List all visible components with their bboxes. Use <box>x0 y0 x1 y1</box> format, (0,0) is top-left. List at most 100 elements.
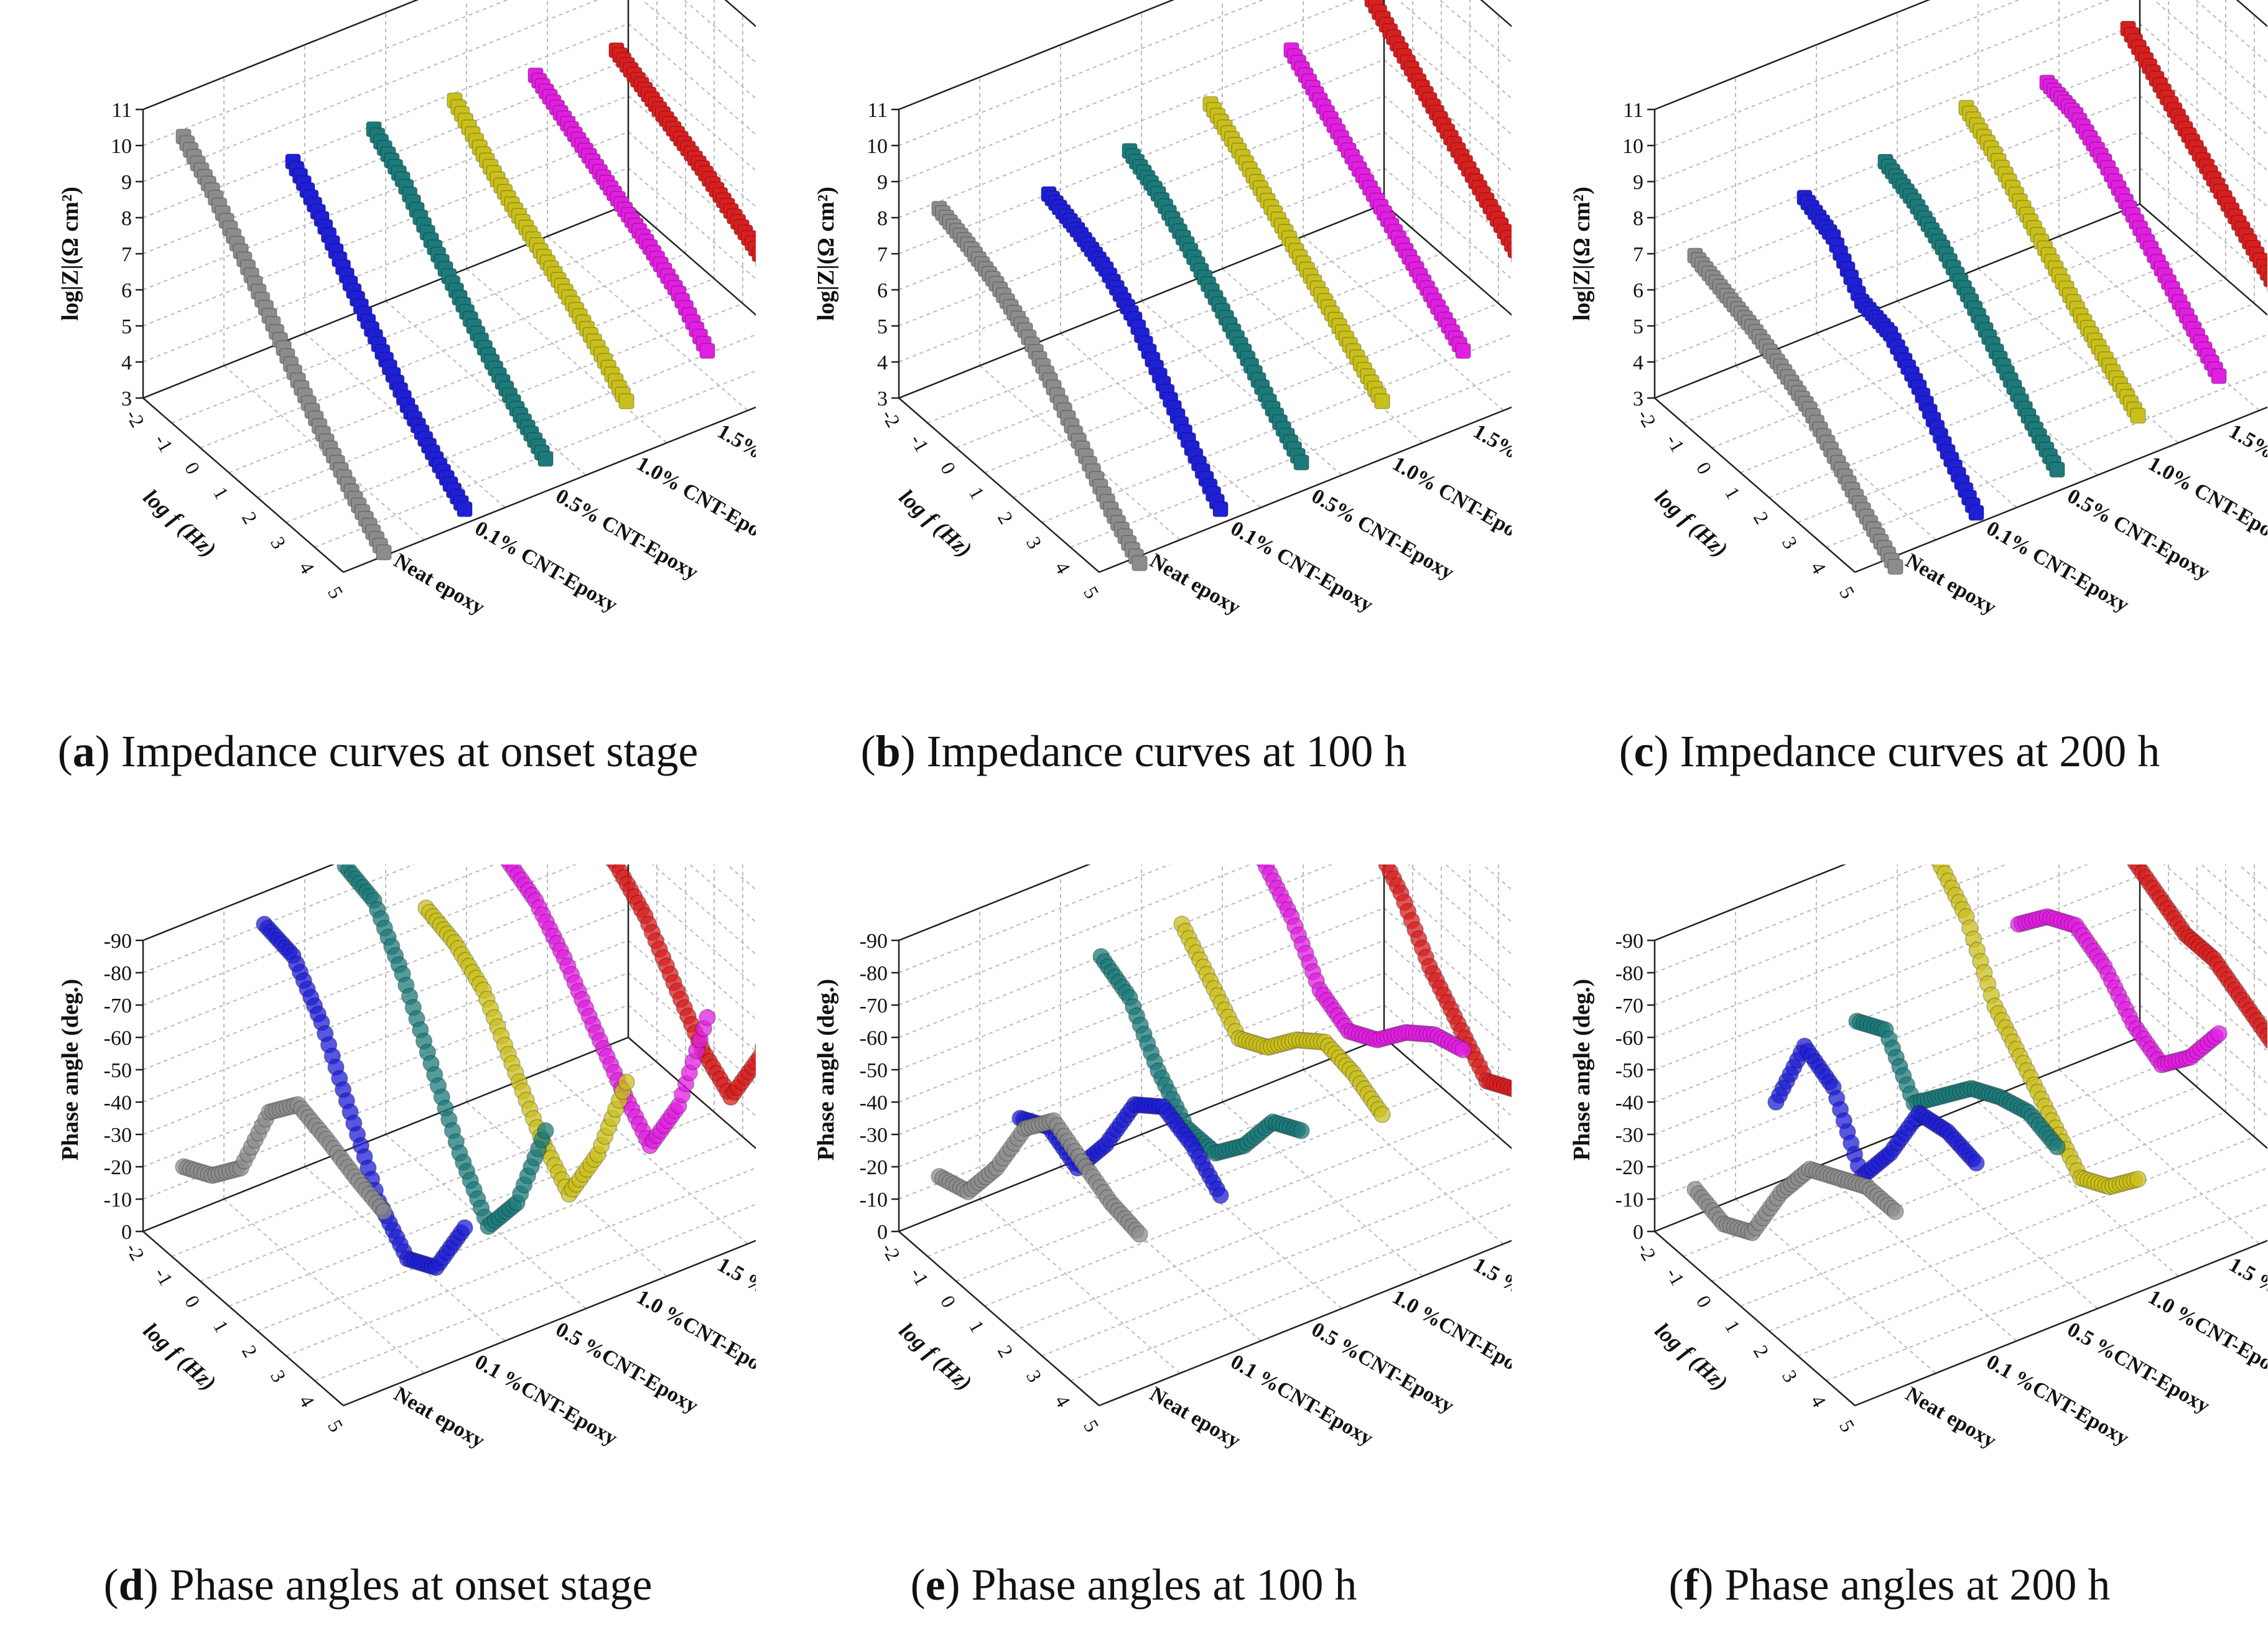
x-tick-label: 5 <box>323 1416 348 1436</box>
x-tick-label: 5 <box>323 583 348 603</box>
x-tick-label: -1 <box>150 1264 178 1289</box>
back-wall-gridline <box>142 972 629 1167</box>
series-label: 0.1 %CNT-Epoxy <box>1227 1350 1377 1450</box>
data-point <box>1293 1122 1310 1139</box>
z-tick-label: -40 <box>1615 1092 1643 1115</box>
data-point <box>699 343 715 359</box>
series-3 <box>1958 100 2146 424</box>
series-4 <box>2039 75 2227 384</box>
z-tick-label: -90 <box>860 930 888 953</box>
back-wall-gridline <box>142 1004 629 1200</box>
x-tick-label: 4 <box>1051 558 1075 578</box>
z-tick-label: -20 <box>1615 1156 1643 1179</box>
series-label: Neat epoxy <box>1146 549 1244 619</box>
x-tick-label: 1 <box>1721 483 1745 503</box>
data-point <box>1507 242 1512 259</box>
axis-edge <box>1383 1037 1512 1149</box>
z-tick-label: -70 <box>1615 994 1643 1017</box>
z-tick-label: 9 <box>121 171 132 194</box>
axis-edge <box>142 1036 629 1233</box>
axis-edge <box>1099 406 1512 573</box>
x-tick-label: 0 <box>936 1292 960 1312</box>
data-point <box>457 501 473 517</box>
side-wall-gridline <box>1383 203 1512 316</box>
floor-gridline <box>1070 1203 1512 1381</box>
series-5 <box>2127 864 2267 1049</box>
x-tick-label: 2 <box>993 1342 1018 1361</box>
axis-edge <box>898 397 1100 573</box>
axis-edge <box>1654 1231 1856 1406</box>
data-point <box>1455 343 1471 359</box>
caption-d: (d) Phase angles at onset stage <box>103 1560 653 1610</box>
z-tick-label: -60 <box>104 1027 132 1050</box>
caption-text-f: Phase angles at 200 h <box>1724 1560 2111 1610</box>
floor-gridline <box>1816 1166 2017 1342</box>
x-tick-label: 5 <box>1079 583 1104 603</box>
caption-letter-c: c <box>1634 726 1654 776</box>
back-wall-gridline <box>898 864 1252 1006</box>
data-series <box>175 864 756 1276</box>
series-3 <box>1173 915 1391 1123</box>
x-tick-label: 3 <box>1022 533 1046 553</box>
data-point <box>618 1073 635 1091</box>
z-axis-label: Phase angle (deg.) <box>813 979 839 1161</box>
x-axis-label: log f (Hz) <box>139 1318 221 1396</box>
series-label: Neat epoxy <box>390 1383 488 1453</box>
caption-letter-f: f <box>1683 1560 1699 1610</box>
data-point <box>751 246 756 262</box>
x-tick-label: 5 <box>1835 1416 1859 1436</box>
caption-text-d: Phase angles at onset stage <box>169 1560 653 1610</box>
floor-gridline <box>2058 1069 2260 1245</box>
z-tick-label: 11 <box>867 99 888 122</box>
z-tick-label: -50 <box>104 1059 132 1082</box>
series-1 <box>1796 190 1984 521</box>
x-tick-label: 0 <box>936 458 960 478</box>
axis-edge <box>2236 0 2267 27</box>
axis-edge <box>1654 203 2140 399</box>
data-series <box>1686 864 2267 1241</box>
z-axis-label: log|Z|(Ω cm²) <box>813 187 839 321</box>
series-0 <box>1686 1161 1904 1241</box>
z-axis-label: Phase angle (deg.) <box>57 979 83 1161</box>
data-series <box>1687 21 2267 575</box>
caption-letter-b: b <box>875 726 901 776</box>
back-wall-gridline <box>1654 131 2140 327</box>
z-tick-label: 10 <box>867 135 888 158</box>
x-tick-label: 1 <box>965 483 989 503</box>
z-axis-ticks: 0 -10 -20 -30 -40 -50 -60 -70 -80 -90 <box>1615 930 1655 1244</box>
axis-edge <box>1654 864 1847 942</box>
z-tick-label: 0 <box>121 1221 132 1244</box>
x-tick-label: 4 <box>1806 1391 1831 1411</box>
data-point <box>375 1203 393 1220</box>
axis-edge <box>142 397 344 573</box>
axis-edge <box>898 1036 1385 1233</box>
z-tick-label: 8 <box>121 207 132 230</box>
series-2 <box>337 864 554 1235</box>
x-tick-label: 2 <box>1749 508 1773 528</box>
x-tick-label: 2 <box>238 508 262 528</box>
back-wall-gridline <box>1654 907 2140 1103</box>
axis-edge <box>1480 0 1512 27</box>
data-point <box>618 393 634 409</box>
back-wall-gridline <box>898 95 1385 290</box>
x-tick-label: 5 <box>1079 1416 1104 1436</box>
z-tick-label: -70 <box>104 994 132 1017</box>
back-wall-gridline <box>898 864 1333 1038</box>
x-axis-label: log f (Hz) <box>1650 484 1732 562</box>
data-point <box>1968 1154 1985 1172</box>
axis-edge <box>343 406 756 573</box>
data-point <box>1131 1225 1148 1243</box>
series-label: 0.1 %CNT-Epoxy <box>471 1350 621 1450</box>
series-2 <box>1848 1013 2066 1156</box>
back-wall-gridline <box>898 0 1355 182</box>
z-tick-label: 8 <box>877 207 888 230</box>
back-wall-gridline <box>1654 864 2089 1038</box>
series-1 <box>285 154 473 517</box>
z-tick-label: 3 <box>1633 387 1643 410</box>
series-label: 0.1% CNT-Epoxy <box>1227 517 1377 617</box>
x-tick-label: 1 <box>209 483 233 503</box>
back-wall-gridline <box>898 972 1385 1167</box>
